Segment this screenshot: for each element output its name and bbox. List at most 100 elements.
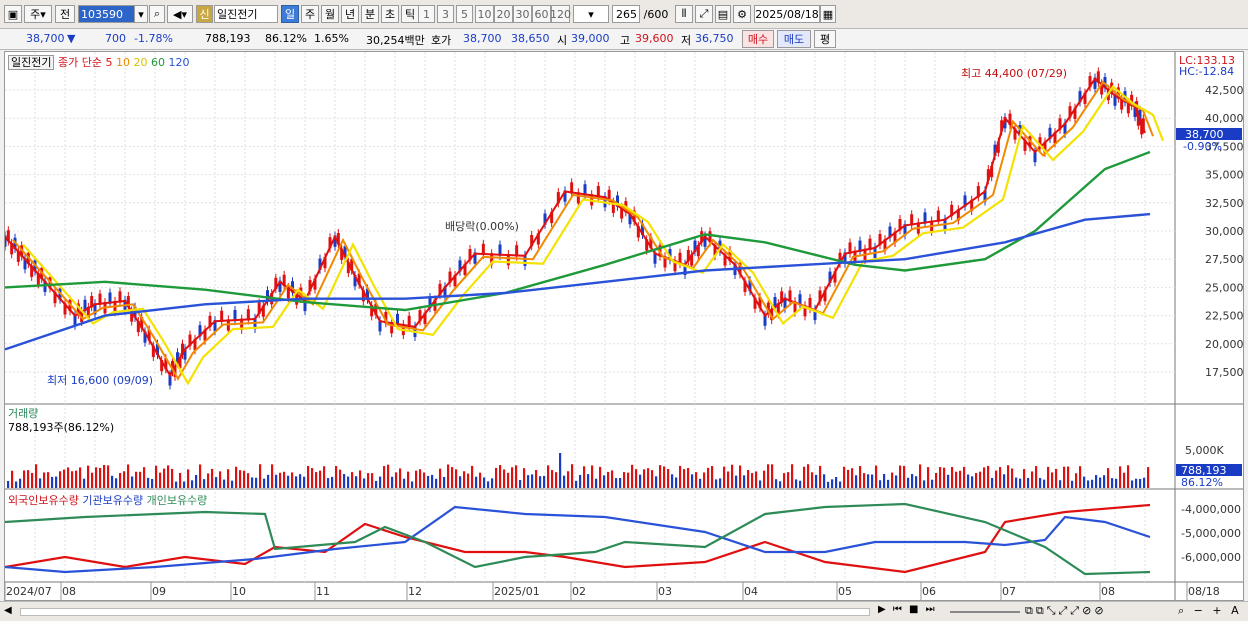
period-tab-2[interactable]: 월 — [321, 5, 339, 23]
volume-last-box — [1176, 464, 1242, 476]
x-axis-label: 11 — [316, 585, 330, 598]
candle-body — [1130, 94, 1134, 107]
chart-area[interactable]: 42,500 40,000 37,500 35,000 32,500 30,000 27,5… — [3, 51, 1244, 601]
period-tab-5[interactable]: 초 — [381, 5, 399, 23]
window-icon[interactable]: ▣ — [4, 5, 22, 23]
candle-body — [668, 249, 672, 261]
volume-bar — [1091, 479, 1094, 488]
candle-body — [678, 252, 682, 265]
candle-body — [147, 329, 151, 341]
price-tick: 22,500 — [1205, 310, 1243, 323]
prev-button[interactable]: 전 — [55, 5, 75, 23]
candle-body — [151, 345, 155, 357]
open-price: 39,000 — [571, 32, 610, 45]
period-tab-1[interactable]: 주 — [301, 5, 319, 23]
volume-bar — [635, 469, 638, 488]
candle-body — [396, 313, 399, 326]
search-icon[interactable]: ⌕ — [149, 5, 165, 23]
volume-bar — [119, 472, 122, 488]
eval-button[interactable]: 평 — [814, 30, 836, 48]
volume-bar — [643, 469, 646, 488]
interval-button-1[interactable]: 3 — [437, 5, 454, 23]
volume-bar — [35, 464, 38, 488]
period-tab-4[interactable]: 분 — [361, 5, 379, 23]
volume-bar — [59, 471, 62, 488]
individual-holdings-label: 개인보유수량 — [146, 494, 208, 507]
candle-body — [570, 182, 574, 194]
interval-button-0[interactable]: 1 — [418, 5, 435, 23]
tool-icons[interactable]: ⧉⧉⤡⤢⤢⊘⊘ — [1025, 604, 1107, 617]
volume-bar — [575, 480, 578, 488]
volume-bar — [399, 468, 402, 488]
candle-body — [543, 213, 547, 225]
interval-button-6[interactable]: 60 — [532, 5, 551, 23]
count-input[interactable]: 265 — [612, 5, 640, 23]
candle-body — [563, 190, 567, 202]
candle-body — [438, 283, 442, 296]
candle-body — [1033, 150, 1037, 163]
candle-body — [73, 314, 77, 326]
interval-button-3[interactable]: 10 — [475, 5, 494, 23]
chevron-down-icon[interactable]: ▾ — [134, 5, 148, 23]
zoom-icons[interactable]: ⌕ − + A — [1178, 604, 1242, 617]
candle-body — [1141, 118, 1145, 130]
calendar-icon[interactable]: ▦ — [820, 5, 836, 23]
volume-bar — [1011, 468, 1014, 488]
gear-icon[interactable]: ⚙ — [733, 5, 751, 23]
price-legend: 일진전기 종가 단순 5 10 20 60 120 — [8, 54, 189, 70]
volume-bar — [107, 465, 110, 488]
candle-body — [1096, 71, 1100, 83]
price-tick: 25,000 — [1205, 281, 1243, 294]
volume-bar — [315, 472, 318, 488]
period-tab-6[interactable]: 틱 — [401, 5, 419, 23]
scrollbar[interactable] — [20, 608, 870, 616]
volume-bar — [1111, 478, 1114, 488]
code-input[interactable]: 103590 — [78, 5, 136, 23]
market-select[interactable]: 주 ▾ — [24, 5, 52, 23]
zoom-slider[interactable] — [950, 611, 1020, 613]
holdings-tick: -6,000,000 — [1181, 551, 1241, 564]
period-tab-0[interactable]: 일 — [281, 5, 299, 23]
interval-button-5[interactable]: 30 — [513, 5, 532, 23]
volume-bar — [1095, 475, 1098, 488]
volume-bar — [1047, 466, 1050, 488]
interval-button-7[interactable]: 120 — [550, 5, 571, 23]
interval-select[interactable]: ▾ — [573, 5, 609, 23]
volume-bar — [395, 472, 398, 488]
candle-body — [893, 231, 897, 244]
scroll-left-icon[interactable]: ◀ — [4, 605, 12, 616]
volume-bar — [1027, 477, 1030, 488]
volume-bar — [851, 468, 854, 488]
date-input[interactable]: 2025/08/18 — [754, 5, 820, 23]
volume-bar — [1067, 466, 1070, 488]
candle-body — [833, 271, 837, 283]
candle-body — [346, 261, 350, 274]
buy-button[interactable]: 매수 — [742, 30, 774, 48]
volume-bar — [519, 480, 522, 488]
volume-bar — [775, 479, 778, 488]
interval-button-4[interactable]: 20 — [494, 5, 513, 23]
volume-bar — [279, 472, 282, 488]
volume-last-pct: 86.12% — [1181, 476, 1223, 489]
save-icon[interactable]: ▤ — [715, 5, 731, 23]
candle-body — [753, 297, 757, 309]
volume-bar — [1107, 468, 1110, 488]
volume-bar — [579, 474, 582, 488]
volume-bar — [975, 473, 978, 488]
period-tab-3[interactable]: 년 — [341, 5, 359, 23]
candle-icon[interactable]: ⫴ — [675, 5, 693, 23]
candle-body — [983, 190, 987, 202]
volume-bar — [847, 469, 850, 488]
ma-120-line — [4, 212, 1151, 351]
candle-body — [523, 254, 527, 266]
candle-body — [1073, 107, 1077, 119]
last-price: 38,700 — [1185, 128, 1224, 141]
interval-button-2[interactable]: 5 — [456, 5, 473, 23]
candle-body — [583, 184, 587, 196]
speaker-icon[interactable]: ◀▾ — [167, 5, 193, 23]
volume-bar — [503, 469, 506, 488]
playback-controls[interactable]: ▶ ⏮ ■ ⏭ — [878, 604, 937, 615]
candle-body — [628, 212, 632, 225]
draw-icon[interactable]: ⤢ — [695, 5, 713, 23]
sell-button[interactable]: 매도 — [777, 30, 811, 48]
